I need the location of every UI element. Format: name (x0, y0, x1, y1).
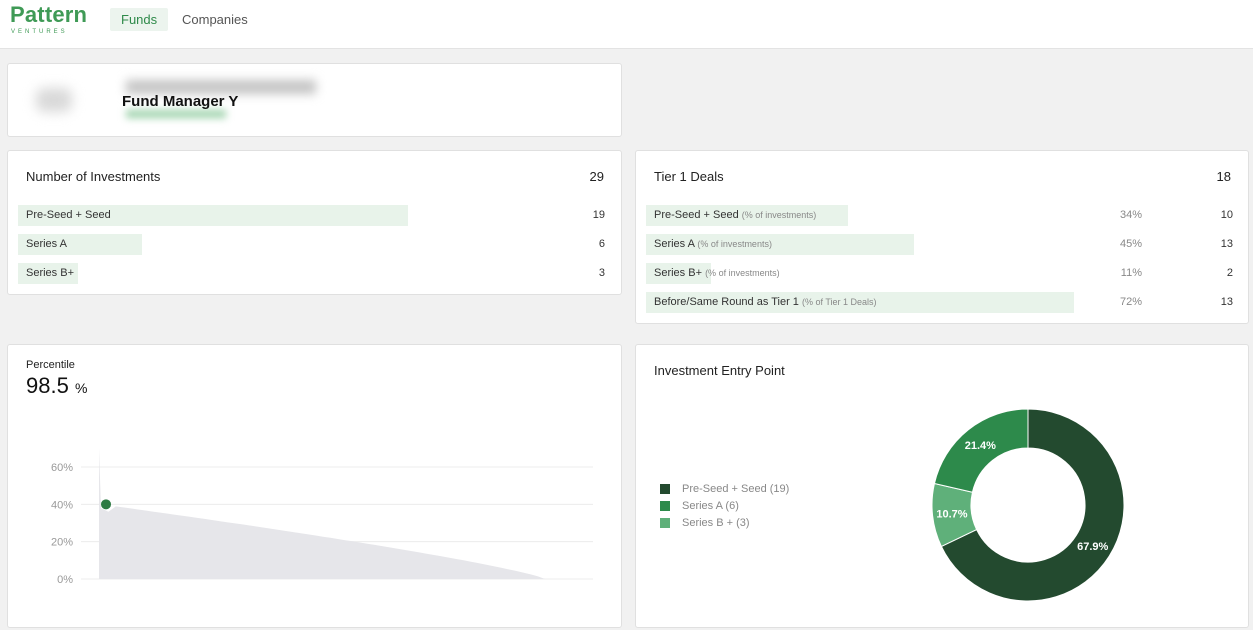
investment-bar (18, 205, 408, 226)
fund-manager-card: Fund Manager Y (7, 63, 622, 137)
tier1-row-percent: 45% (1119, 238, 1142, 250)
tier1-row-percent: 11% (1120, 267, 1142, 279)
tier1-row: Series A (% of investments) 45% 13 (646, 234, 1241, 255)
tier1-row-value: 2 (1226, 267, 1233, 279)
investment-row-value: 19 (592, 209, 605, 221)
percentile-number: 98.5 (26, 373, 69, 398)
legend-item[interactable]: Pre-Seed + Seed (19) (658, 482, 789, 499)
tier1-row-note: (% of investments) (741, 210, 817, 220)
blurred-fund-subtitle (126, 110, 226, 118)
legend-label: Series A (6) (682, 500, 739, 512)
tier1-bar (646, 263, 711, 284)
tier1-row-percent: 34% (1119, 209, 1142, 221)
tier1-row-note: (% of investments) (705, 268, 780, 278)
investment-row: Series B+ 3 (18, 263, 613, 284)
tier1-row-label: Before/Same Round as Tier 1 (% of Tier 1… (654, 296, 877, 308)
tier1-row-value: 13 (1220, 296, 1233, 308)
investment-bar (18, 263, 78, 284)
investment-row-label: Pre-Seed + Seed (26, 209, 111, 221)
investment-row-value: 6 (598, 238, 605, 250)
tier1-row-label-text: Series A (654, 238, 695, 250)
y-tick-label: 20% (51, 537, 73, 549)
number-of-investments-card: Number of Investments 29 Pre-Seed + Seed… (7, 150, 622, 295)
entry-point-donut-chart: 67.9% 10.7% 21.4% (931, 408, 1125, 602)
legend-label: Pre-Seed + Seed (19) (682, 483, 790, 495)
tier1-row: Before/Same Round as Tier 1 (% of Tier 1… (646, 292, 1241, 313)
tab-companies[interactable]: Companies (182, 12, 248, 27)
legend-item[interactable]: Series B + (3) (658, 516, 789, 533)
tier1-row-label-text: Series B+ (654, 267, 702, 279)
tier1-total: 18 (1216, 169, 1231, 184)
tier1-row-label-text: Before/Same Round as Tier 1 (654, 296, 799, 308)
top-bar: Pattern VENTURES Funds Companies (0, 0, 1253, 49)
tier1-row-label: Pre-Seed + Seed (% of investments) (654, 209, 816, 221)
investment-row: Pre-Seed + Seed 19 (18, 205, 613, 226)
logo-wordmark: Pattern (10, 2, 88, 27)
distribution-area (99, 448, 593, 579)
investment-bar (18, 234, 142, 255)
chart-legend: Pre-Seed + Seed (19) Series A (6) Series… (658, 482, 789, 533)
fund-manager-name: Fund Manager Y (122, 93, 239, 110)
legend-swatch (660, 518, 670, 528)
blurred-fund-name (126, 80, 316, 94)
blurred-avatar (36, 88, 72, 112)
investments-total: 29 (589, 169, 604, 184)
tier1-row-note: (% of Tier 1 Deals) (801, 297, 877, 307)
tier1-row-note: (% of investments) (697, 239, 772, 249)
legend-label: Series B + (3) (682, 517, 750, 529)
y-tick-label: 0% (57, 574, 73, 586)
tier1-row-value: 10 (1220, 209, 1233, 221)
logo-subtitle: VENTURES (11, 29, 68, 35)
tier1-row-label: Series A (% of investments) (654, 238, 772, 250)
y-tick-label: 60% (51, 462, 73, 474)
investment-row-label: Series B+ (26, 267, 74, 279)
investment-row-label: Series A (26, 238, 67, 250)
tier1-row-label-text: Pre-Seed + Seed (654, 209, 739, 221)
tier-1-deals-card: Tier 1 Deals 18 Pre-Seed + Seed (% of in… (635, 150, 1249, 324)
percentile-unit: % (74, 380, 88, 396)
card-title: Investment Entry Point (654, 363, 785, 378)
tier1-row: Pre-Seed + Seed (% of investments) 34% 1… (646, 205, 1241, 226)
tier1-row: Series B+ (% of investments) 11% 2 (646, 263, 1241, 284)
slice-label: 10.7% (936, 508, 967, 520)
slice-label: 21.4% (965, 440, 996, 452)
pattern-logo[interactable]: Pattern VENTURES (10, 2, 88, 36)
tab-funds[interactable]: Funds (110, 8, 169, 31)
card-title: Tier 1 Deals (654, 169, 724, 184)
legend-swatch (660, 501, 670, 511)
donut-slice (940, 408, 1125, 602)
tier1-bar (646, 292, 1074, 313)
card-title: Number of Investments (26, 169, 161, 184)
investment-entry-point-card: Investment Entry Point Pre-Seed + Seed (… (635, 344, 1249, 628)
investment-row-value: 3 (598, 267, 605, 279)
percentile-card: Percentile 98.5 % 60% 40% 20% 0% (7, 344, 622, 628)
fund-position-marker (101, 499, 111, 510)
y-tick-label: 40% (51, 499, 73, 511)
donut-slice (933, 408, 1029, 493)
tier1-bar (646, 234, 914, 255)
legend-item[interactable]: Series A (6) (658, 499, 789, 516)
investment-row: Series A 6 (18, 234, 613, 255)
tier1-bar (646, 205, 848, 226)
tier1-row-value: 13 (1220, 238, 1233, 250)
legend-swatch (660, 484, 670, 494)
percentile-label: Percentile (26, 359, 75, 371)
percentile-value: 98.5 % (26, 373, 87, 399)
tier1-row-percent: 72% (1119, 296, 1142, 308)
tier1-row-label: Series B+ (% of investments) (654, 267, 780, 279)
slice-label: 67.9% (1077, 541, 1108, 553)
percentile-distribution-chart: 60% 40% 20% 0% (51, 448, 593, 586)
